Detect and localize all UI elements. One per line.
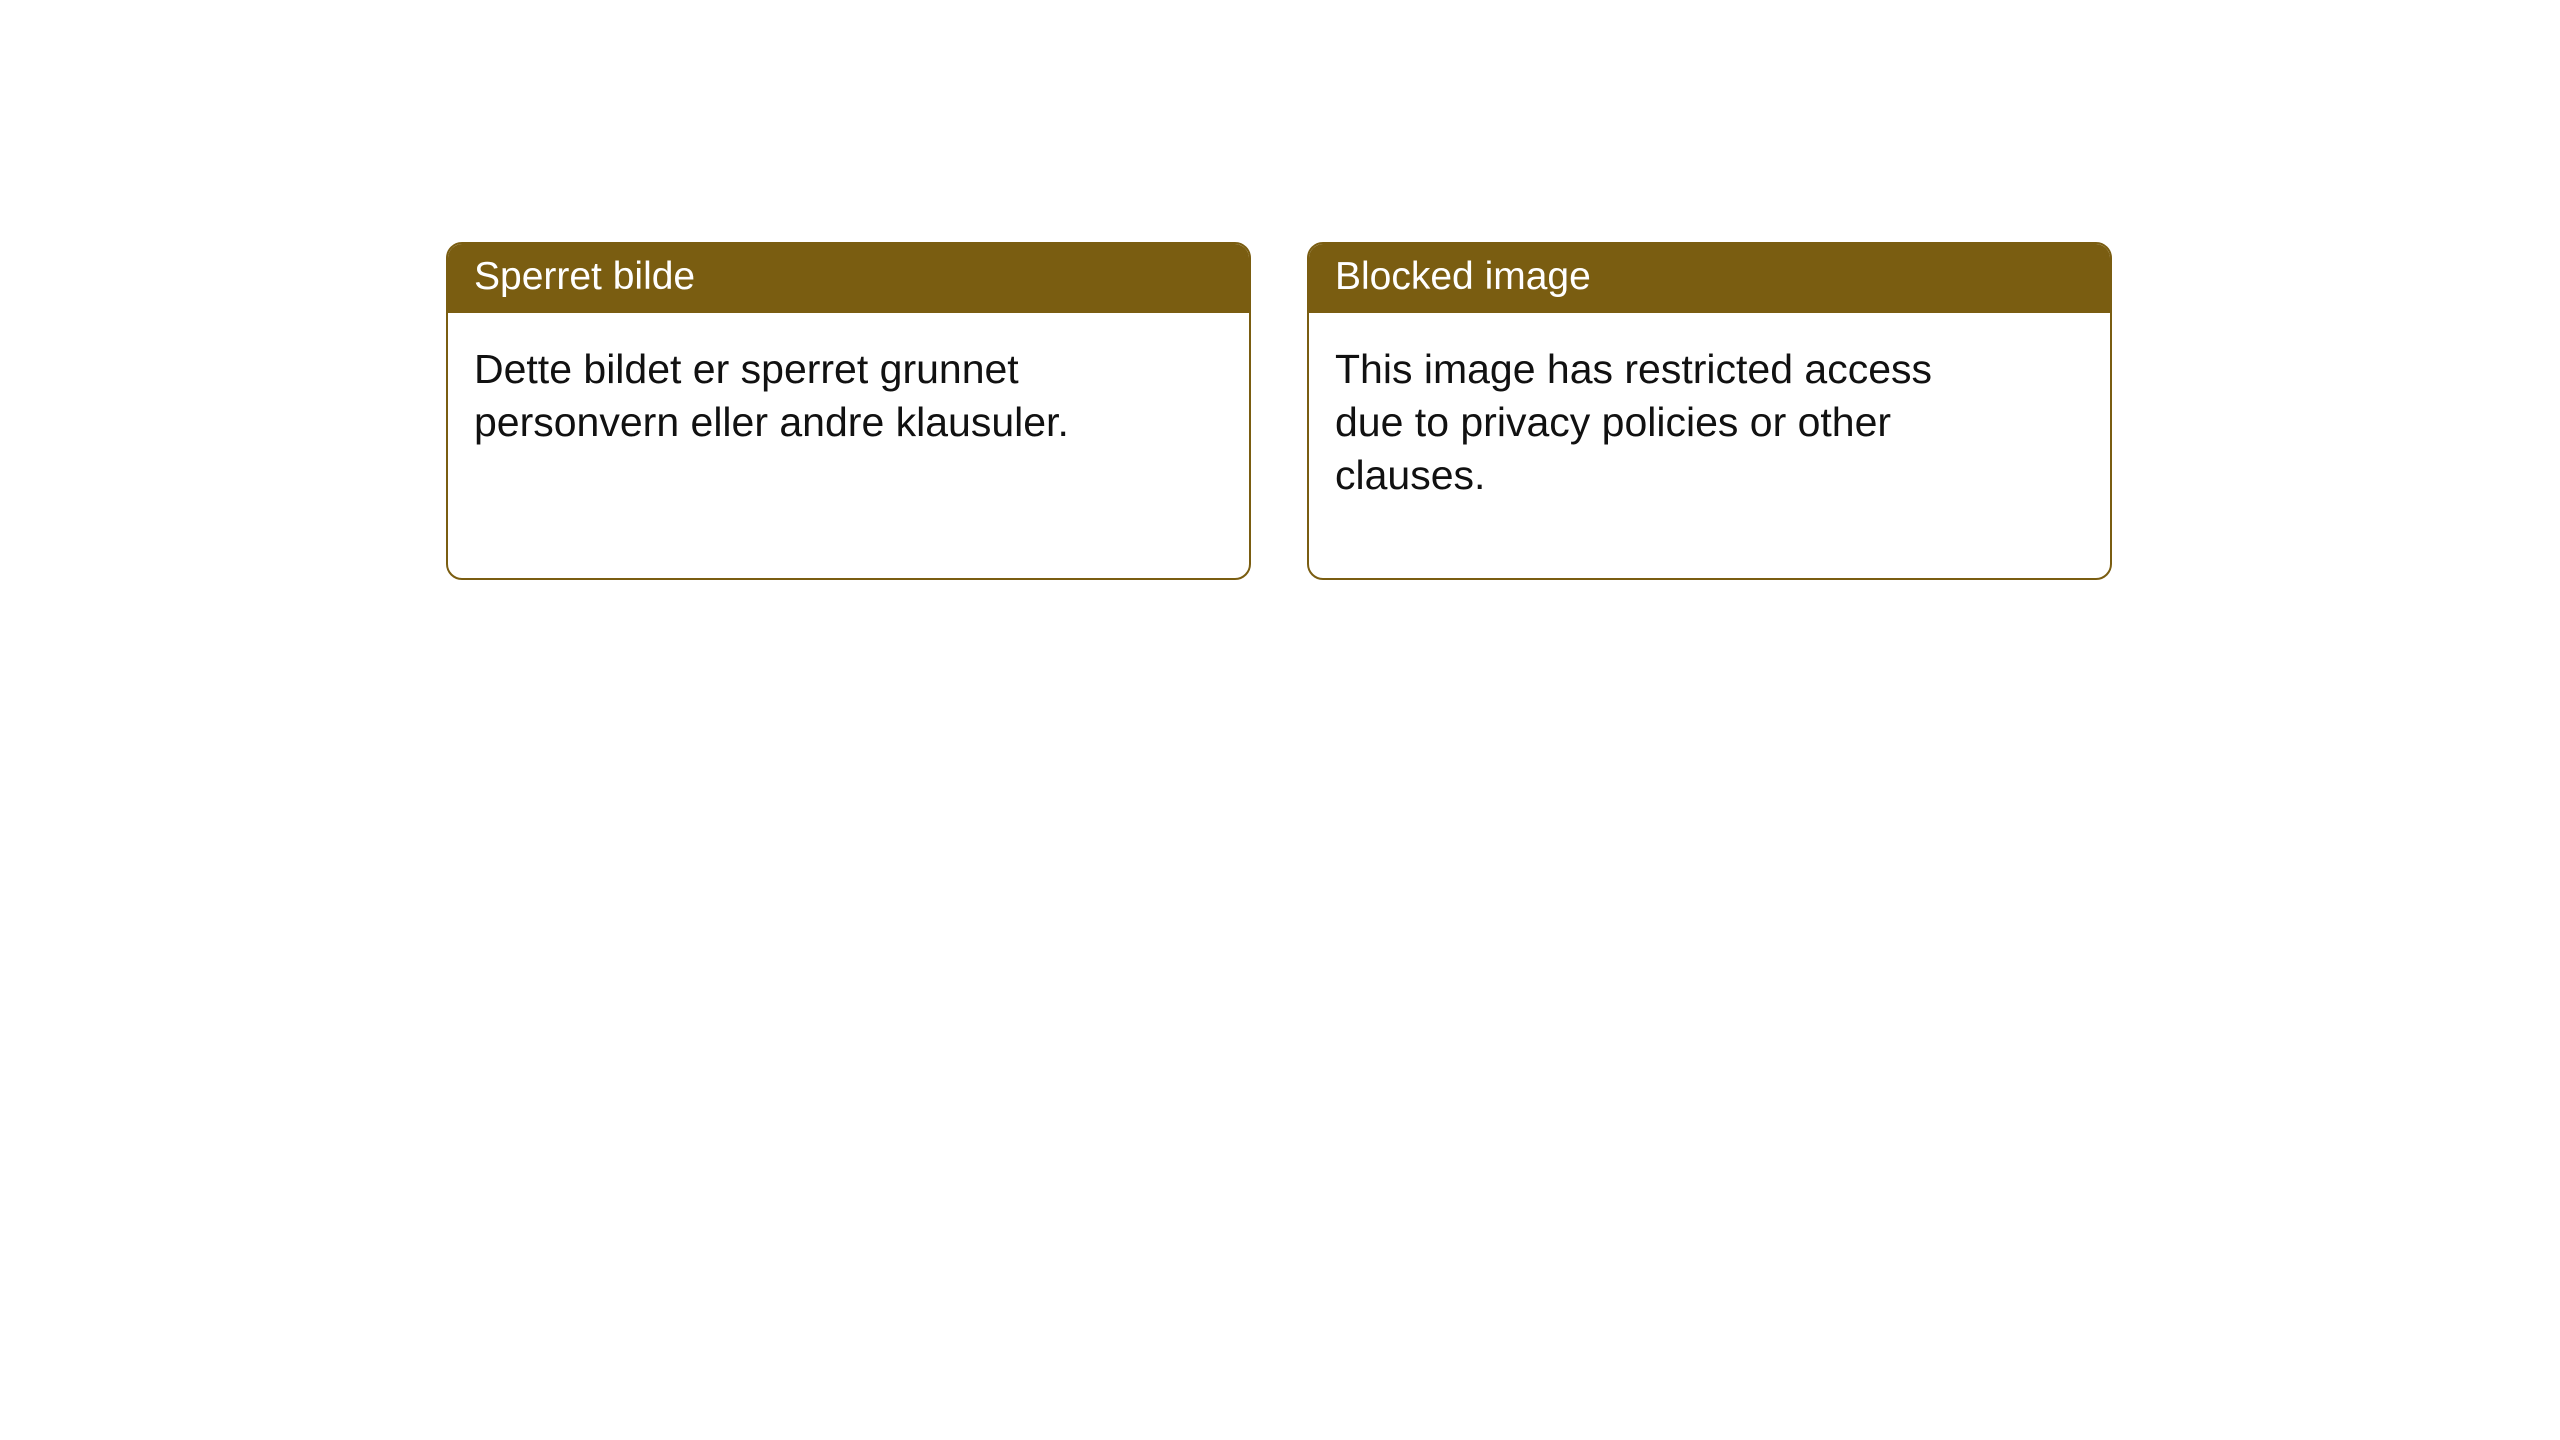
card-body: This image has restricted access due to … (1309, 313, 2009, 533)
card-title: Sperret bilde (448, 244, 1249, 313)
notice-container: Sperret bilde Dette bildet er sperret gr… (0, 0, 2560, 580)
notice-card-english: Blocked image This image has restricted … (1307, 242, 2112, 580)
notice-card-norwegian: Sperret bilde Dette bildet er sperret gr… (446, 242, 1251, 580)
card-body: Dette bildet er sperret grunnet personve… (448, 313, 1148, 480)
card-title: Blocked image (1309, 244, 2110, 313)
